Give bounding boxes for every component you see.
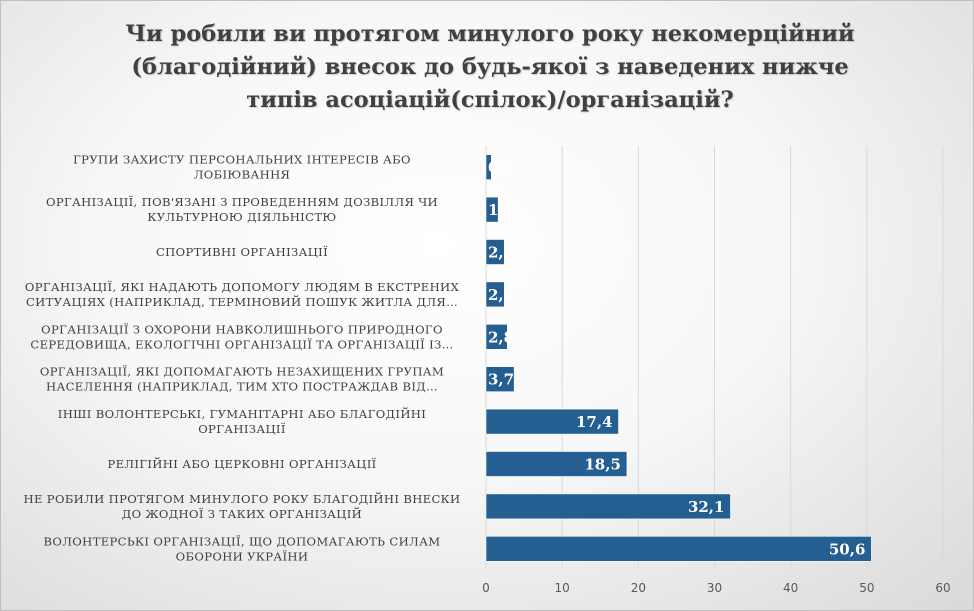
bar [485,323,508,350]
category-label: ЛОБІЮВАННЯ [194,168,291,182]
bar [485,366,515,393]
data-label: 3,7 [488,371,514,389]
category-label: НЕ РОБИЛИ ПРОТЯГОМ МИНУЛОГО РОКУ БЛАГОДІ… [24,492,461,506]
data-label: 0,7 [488,159,514,177]
category-label: РЕЛІГІЙНІ АБО ЦЕРКОВНІ ОРГАНІЗАЦІЇ [107,457,376,471]
data-label: 2,8 [488,328,514,346]
x-tick-label: 30 [707,581,722,595]
category-label: ГРУПИ ЗАХИСТУ ПЕРСОНАЛЬНИХ ІНТЕРЕСІВ АБО [73,153,411,167]
bars: 0,7 1,6 2,4 2,4 2,8 3,7 17,4 18,5 32,1 50,6 [485,154,872,562]
x-tick-label: 60 [935,581,950,595]
x-tick-label: 0 [482,581,490,595]
category-labels: ГРУПИ ЗАХИСТУ ПЕРСОНАЛЬНИХ ІНТЕРЕСІВ АБО… [24,153,461,564]
category-label: СЕРЕДОВИЩА, ЕКОЛОГІЧНІ ОРГАНІЗАЦІЇ ТА ОР… [30,337,453,351]
bar [485,493,731,520]
category-label: ОРГАНІЗАЦІЇ, ПОВ'ЯЗАНІ З ПРОВЕДЕННЯМ ДОЗ… [46,195,438,209]
x-tick-label: 10 [555,581,570,595]
data-label: 50,6 [829,540,866,558]
category-label: СИТУАЦІЯХ (НАПРИКЛАД, ТЕРМІНОВИЙ ПОШУК Ж… [26,295,458,309]
category-label: ОРГАНІЗАЦІЇ [198,422,286,436]
category-label: КУЛЬТУРНОЮ ДІЯЛЬНІСТЮ [147,210,336,224]
x-axis-ticks: 0 10 20 30 40 50 60 [482,581,950,595]
x-tick-label: 40 [783,581,798,595]
data-label: 1,6 [488,201,514,219]
category-label: ВОЛОНТЕРСЬКІ ОРГАНІЗАЦІЇ, ЩО ДОПОМАГАЮТЬ… [44,534,441,548]
data-label: 32,1 [688,498,725,516]
bar [485,196,499,223]
category-label: СПОРТИВНІ ОРГАНІЗАЦІЇ [156,245,328,259]
bar [485,451,628,477]
data-label: 17,4 [576,413,613,431]
chart-title: Чи робили ви протягом минулого року неко… [60,18,920,117]
data-label: 2,4 [488,286,514,304]
category-label: ОРГАНІЗАЦІЇ, ЯКІ ДОПОМАГАЮТЬ НЕЗАХИЩЕНИХ… [40,365,444,379]
bar [485,535,872,562]
category-label: ОРГАНІЗАЦІЇ З ОХОРОНИ НАВКОЛИШНЬОГО ПРИР… [41,322,443,336]
chart-title-line-2: (благодійний) внесок до будь-якої з наве… [131,54,849,80]
category-label: ІНШІ ВОЛОНТЕРСЬКІ, ГУМАНІТАРНІ АБО БЛАГО… [58,407,426,421]
x-tick-label: 20 [631,581,646,595]
data-label: 2,4 [488,244,514,262]
chart-title-line-3: типів асоціацій(спілок)/організацій? [246,87,734,113]
category-label: ДО ЖОДНОЇ З ТАКИХ ОРГАНІЗАЦІЙ [122,507,362,521]
bar [485,408,619,435]
chart-title-line-1: Чи робили ви протягом минулого року неко… [125,21,855,47]
category-label: ОРГАНІЗАЦІЇ, ЯКІ НАДАЮТЬ ДОПОМОГУ ЛЮДЯМ … [25,280,460,294]
bar [485,239,505,265]
bar [485,154,492,180]
x-tick-label: 50 [859,581,874,595]
data-label: 18,5 [584,456,621,474]
category-label: НАСЕЛЕННЯ (НАПРИКЛАД, ТИМ ХТО ПОСТРАЖДАВ… [46,380,438,394]
category-label: ОБОРОНИ УКРАЇНИ [176,549,309,563]
bar [485,281,505,308]
